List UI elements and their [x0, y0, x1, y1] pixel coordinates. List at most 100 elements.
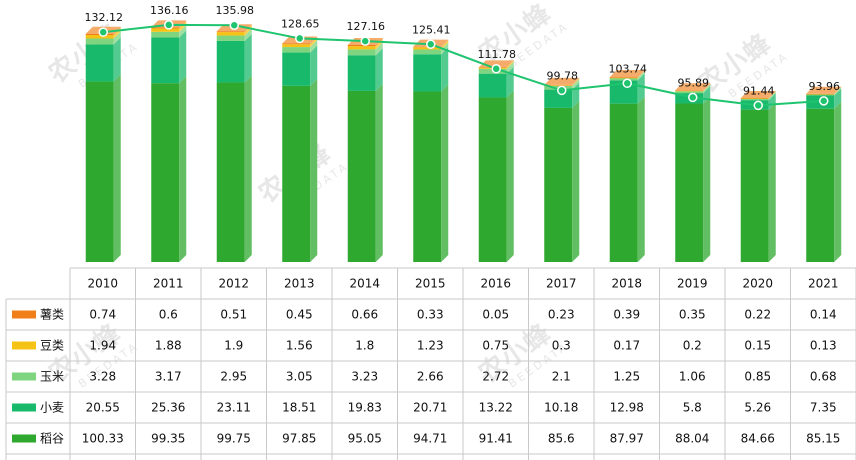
- table-cell: 0.6: [159, 308, 178, 322]
- bar-segment: [806, 87, 842, 95]
- bar-segment: [413, 84, 449, 262]
- bar-side: [375, 83, 383, 262]
- bar-front: [478, 97, 507, 262]
- table-cell: 20.55: [86, 401, 120, 415]
- bar-top: [806, 86, 842, 94]
- legend-label: 薯类: [40, 308, 64, 322]
- table-cell: 0.2: [683, 339, 702, 353]
- data-label: 128.65: [281, 17, 320, 30]
- bar-segment: [282, 40, 318, 53]
- bar-top: [544, 77, 580, 85]
- bar-front: [347, 55, 376, 91]
- bar-segment: [609, 96, 645, 263]
- data-label: 136.16: [150, 4, 189, 17]
- bar-segment: [413, 42, 449, 55]
- table-cell: 94.71: [413, 432, 447, 446]
- line-point: [360, 36, 370, 46]
- bar-front: [216, 40, 245, 83]
- bar-front: [151, 28, 180, 32]
- bar-side: [506, 61, 514, 74]
- line-point: [98, 27, 108, 37]
- bar-front: [85, 81, 114, 262]
- bar-front: [609, 78, 638, 81]
- table-cell: 0.85: [744, 370, 771, 384]
- bar-front: [347, 46, 376, 50]
- data-label: 91.44: [743, 84, 775, 97]
- bar-front: [675, 90, 704, 92]
- bar-side: [768, 91, 776, 101]
- bar-front: [347, 90, 376, 262]
- bar-front: [609, 77, 638, 78]
- table-cell: 0.75: [482, 339, 509, 353]
- line-point: [164, 20, 174, 30]
- bar-side: [179, 30, 187, 84]
- bar-segment: [216, 28, 252, 41]
- bar-side: [834, 87, 842, 95]
- table-cell: 13.22: [479, 401, 513, 415]
- bar-side: [572, 100, 580, 262]
- bar-front: [544, 84, 573, 86]
- line-point: [229, 20, 239, 30]
- legend-swatch: [12, 403, 36, 412]
- table-cell: 0.22: [744, 308, 771, 322]
- bar-front: [806, 94, 835, 96]
- table-cell: 100.33: [82, 432, 124, 446]
- bar-segment: [675, 84, 711, 94]
- bar-side: [572, 78, 580, 86]
- bar-segment: [806, 87, 842, 96]
- table-cell: 2.1: [552, 370, 571, 384]
- bar-side: [179, 76, 187, 262]
- data-label: 93.96: [809, 80, 841, 93]
- bar-front: [740, 98, 769, 99]
- bar-side: [375, 42, 383, 56]
- bar-side: [441, 39, 449, 48]
- table-cell: 1.9: [224, 339, 243, 353]
- bar-segment: [85, 31, 121, 45]
- bar-segment: [347, 48, 383, 91]
- bar-segment: [609, 71, 645, 81]
- table-cell: 1.56: [286, 339, 313, 353]
- table-cell: 20.71: [413, 401, 447, 415]
- bar-segment: [806, 86, 842, 95]
- bar-segment: [740, 91, 776, 101]
- bar-side: [506, 60, 514, 69]
- table-cell: 5.8: [683, 401, 702, 415]
- table-cell: 84.66: [741, 432, 775, 446]
- data-label: 125.41: [412, 23, 451, 36]
- bar-side: [834, 87, 842, 96]
- table-cell: 5.26: [744, 401, 771, 415]
- x-tick-label: 2015: [415, 277, 446, 291]
- bar-segment: [740, 102, 776, 262]
- bar-side: [244, 75, 252, 262]
- x-tick-label: 2012: [218, 277, 249, 291]
- table-cell: 2.66: [417, 370, 444, 384]
- line-point: [622, 78, 632, 89]
- table-cell: 7.35: [810, 401, 837, 415]
- table-cell: 3.28: [89, 370, 116, 384]
- bar-front: [151, 83, 180, 262]
- data-label: 111.78: [478, 48, 517, 61]
- table-cell: 85.6: [548, 432, 575, 446]
- bar-segment: [806, 101, 842, 262]
- bar-segment: [675, 83, 711, 92]
- bar-side: [113, 37, 121, 82]
- legend-swatch: [12, 310, 36, 319]
- bar-front: [347, 49, 376, 56]
- table-cell: 18.51: [282, 401, 316, 415]
- bar-side: [441, 40, 449, 50]
- bar-side: [834, 86, 842, 95]
- data-label: 99.78: [547, 69, 579, 82]
- table-cell: 3.17: [155, 370, 182, 384]
- x-tick-label: 2021: [808, 277, 839, 291]
- x-tick-label: 2013: [284, 277, 315, 291]
- table-cell: 19.83: [348, 401, 382, 415]
- bar-front: [151, 31, 180, 38]
- bar-front: [282, 43, 311, 45]
- table-cell: 0.14: [810, 308, 837, 322]
- table-cell: 85.15: [806, 432, 840, 446]
- table-cell: 25.36: [151, 401, 185, 415]
- x-tick-label: 2019: [677, 277, 708, 291]
- table-cell: 1.8: [355, 339, 374, 353]
- bar-front: [740, 98, 769, 101]
